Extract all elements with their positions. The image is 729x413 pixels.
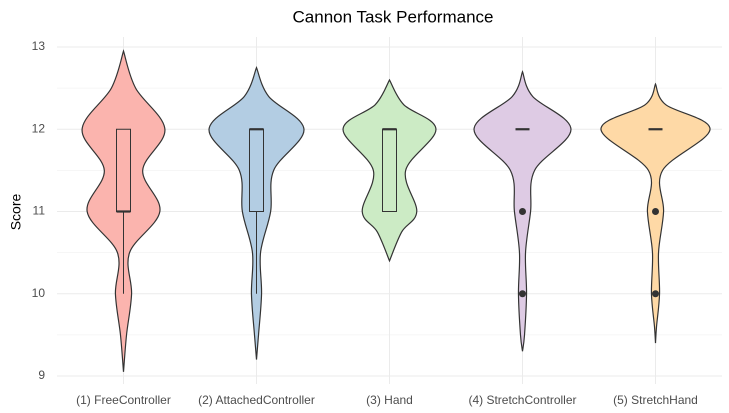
x-tick-label: (4) StretchController [468, 393, 576, 407]
outlier [652, 208, 659, 215]
outlier [652, 290, 659, 298]
outlier [519, 208, 526, 215]
box [382, 128, 397, 212]
y-tick-label: 10 [32, 286, 46, 300]
y-tick-label: 13 [32, 39, 46, 53]
box [116, 128, 131, 212]
chart-title: Cannon Task Performance [293, 7, 494, 26]
x-tick-label: (5) StretchHand [613, 393, 698, 407]
box [249, 128, 264, 212]
x-tick-label: (1) FreeController [76, 393, 171, 407]
x-tick-label: (2) AttachedController [198, 393, 315, 407]
y-tick-label: 11 [33, 204, 46, 218]
y-tick-label: 9 [38, 368, 45, 382]
y-axis-label: Score [8, 194, 24, 231]
outlier [519, 290, 526, 298]
y-tick-label: 12 [32, 121, 46, 135]
x-tick-label: (3) Hand [366, 393, 413, 407]
